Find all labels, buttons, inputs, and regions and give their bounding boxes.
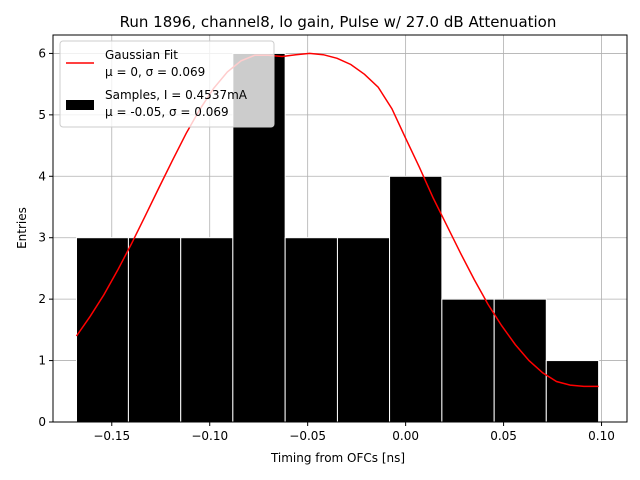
histogram-bar-1 bbox=[127, 237, 182, 423]
chart-title: Run 1896, channel8, lo gain, Pulse w/ 27… bbox=[120, 13, 557, 31]
y-axis-ticks: 0 1 2 3 4 5 6 bbox=[38, 46, 53, 429]
legend: Gaussian Fit μ = 0, σ = 0.069 Samples, I… bbox=[59, 40, 275, 128]
y-axis-label: Entries bbox=[15, 207, 29, 249]
plot-frame bbox=[52, 34, 628, 423]
histogram-bar-0 bbox=[76, 237, 129, 423]
legend-fit-stats: μ = 0, σ = 0.069 bbox=[105, 65, 205, 79]
histogram-bar-9 bbox=[545, 360, 600, 423]
histogram-bar-4 bbox=[284, 237, 338, 423]
legend-samples-swatch bbox=[66, 100, 94, 110]
legend-samples-stats: μ = -0.05, σ = 0.069 bbox=[105, 105, 229, 119]
histogram-bar-7 bbox=[441, 298, 495, 423]
x-tick-label-4: 0.05 bbox=[490, 429, 517, 443]
gaussian-fit-curve bbox=[75, 52, 599, 388]
x-tick-label-5: 0.10 bbox=[588, 429, 615, 443]
y-tick-label-6: 6 bbox=[38, 46, 46, 60]
histogram-bar-6 bbox=[389, 175, 443, 423]
y-tick-label-1: 1 bbox=[38, 354, 46, 368]
histogram-bar-2 bbox=[180, 237, 234, 423]
x-tick-label-3: 0.00 bbox=[392, 429, 419, 443]
y-tick-label-5: 5 bbox=[38, 108, 46, 122]
x-tick-label-0: −0.15 bbox=[93, 429, 130, 443]
x-tick-label-1: −0.10 bbox=[191, 429, 228, 443]
y-tick-label-3: 3 bbox=[38, 231, 46, 245]
y-tick-label-4: 4 bbox=[38, 169, 46, 183]
fit-line bbox=[75, 52, 599, 388]
x-tick-label-2: −0.05 bbox=[289, 429, 326, 443]
x-axis-ticks: −0.15 −0.10 −0.05 0.00 0.05 0.10 bbox=[93, 422, 615, 443]
legend-box bbox=[59, 40, 275, 128]
histogram-bar-5 bbox=[336, 237, 391, 423]
y-tick-label-0: 0 bbox=[38, 415, 46, 429]
legend-samples-label: Samples, I = 0.4537mA bbox=[105, 88, 248, 102]
legend-fit-label: Gaussian Fit bbox=[105, 48, 178, 62]
x-axis-label: Timing from OFCs [ns] bbox=[270, 451, 405, 465]
y-tick-label-2: 2 bbox=[38, 292, 46, 306]
histogram-bar-8 bbox=[493, 298, 547, 423]
